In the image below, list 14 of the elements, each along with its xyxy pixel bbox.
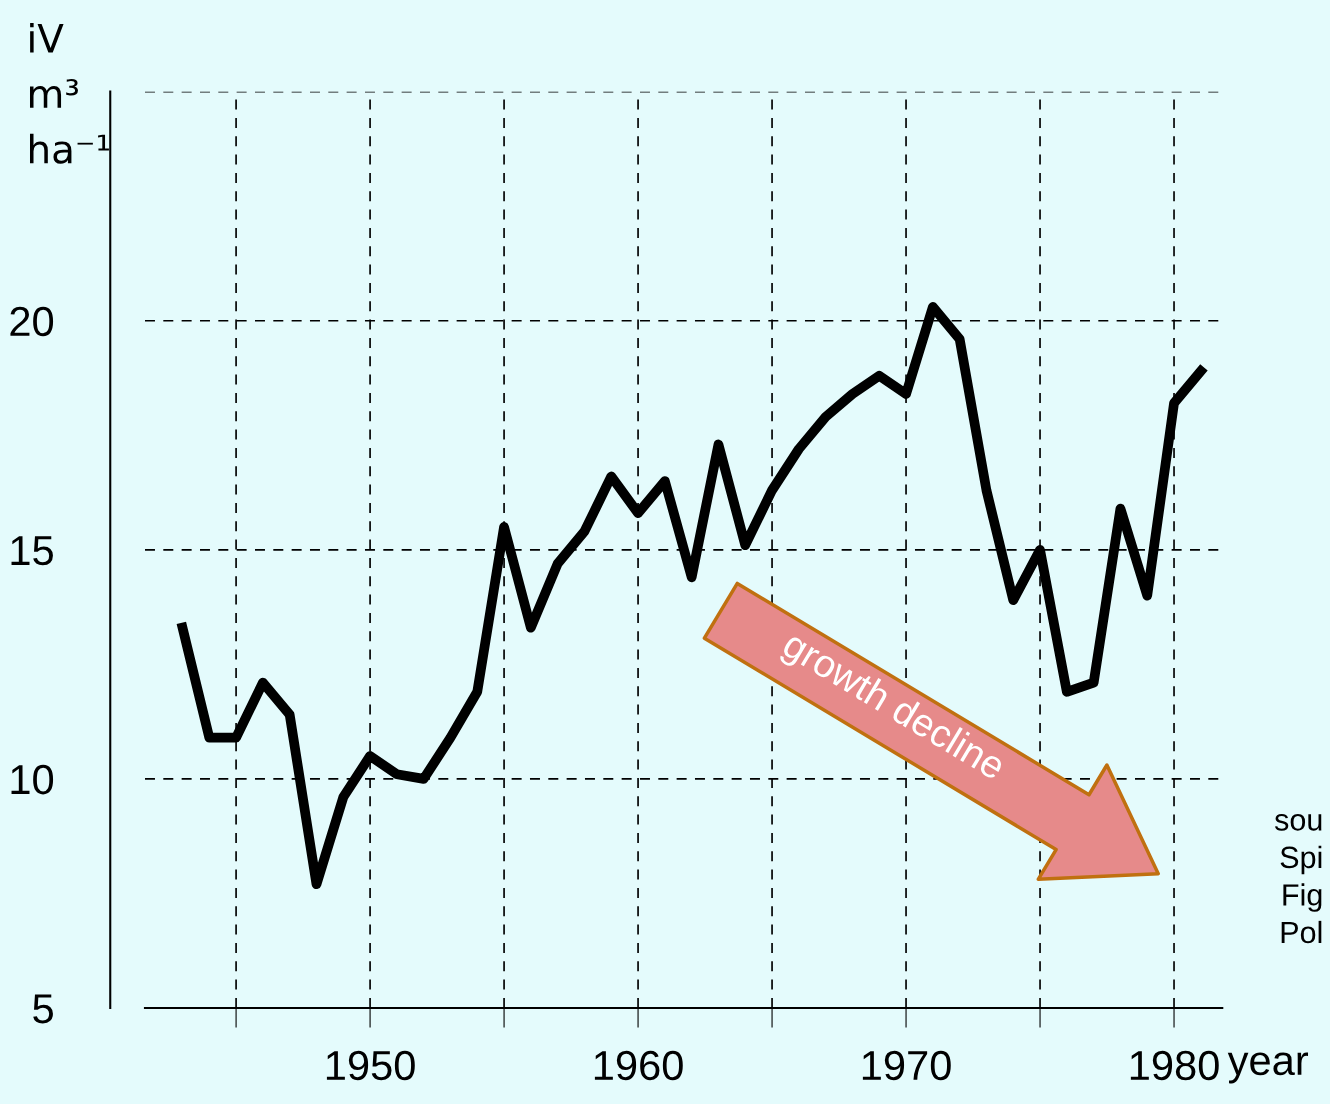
x-tick-label: 1970 bbox=[862, 1050, 951, 1081]
text: sou bbox=[1274, 813, 1322, 831]
text: Fig bbox=[1283, 883, 1322, 912]
text: Pol bbox=[1281, 920, 1322, 944]
x-tick-label: 1960 bbox=[594, 1050, 683, 1081]
y-tick-label: 10 bbox=[11, 764, 54, 795]
x-axis-title: year bbox=[1227, 1052, 1309, 1084]
y-tick-label: 20 bbox=[10, 306, 54, 337]
x-tick-label: 1950 bbox=[326, 1050, 415, 1081]
text: Spi bbox=[1280, 845, 1322, 875]
x-tick-label: 1980 bbox=[1130, 1050, 1219, 1081]
y-tick-label: 15 bbox=[11, 536, 53, 566]
y-axis-title: iV m³ ha⁻¹ bbox=[30, 22, 109, 164]
y-tick-label: 5 bbox=[33, 994, 53, 1024]
